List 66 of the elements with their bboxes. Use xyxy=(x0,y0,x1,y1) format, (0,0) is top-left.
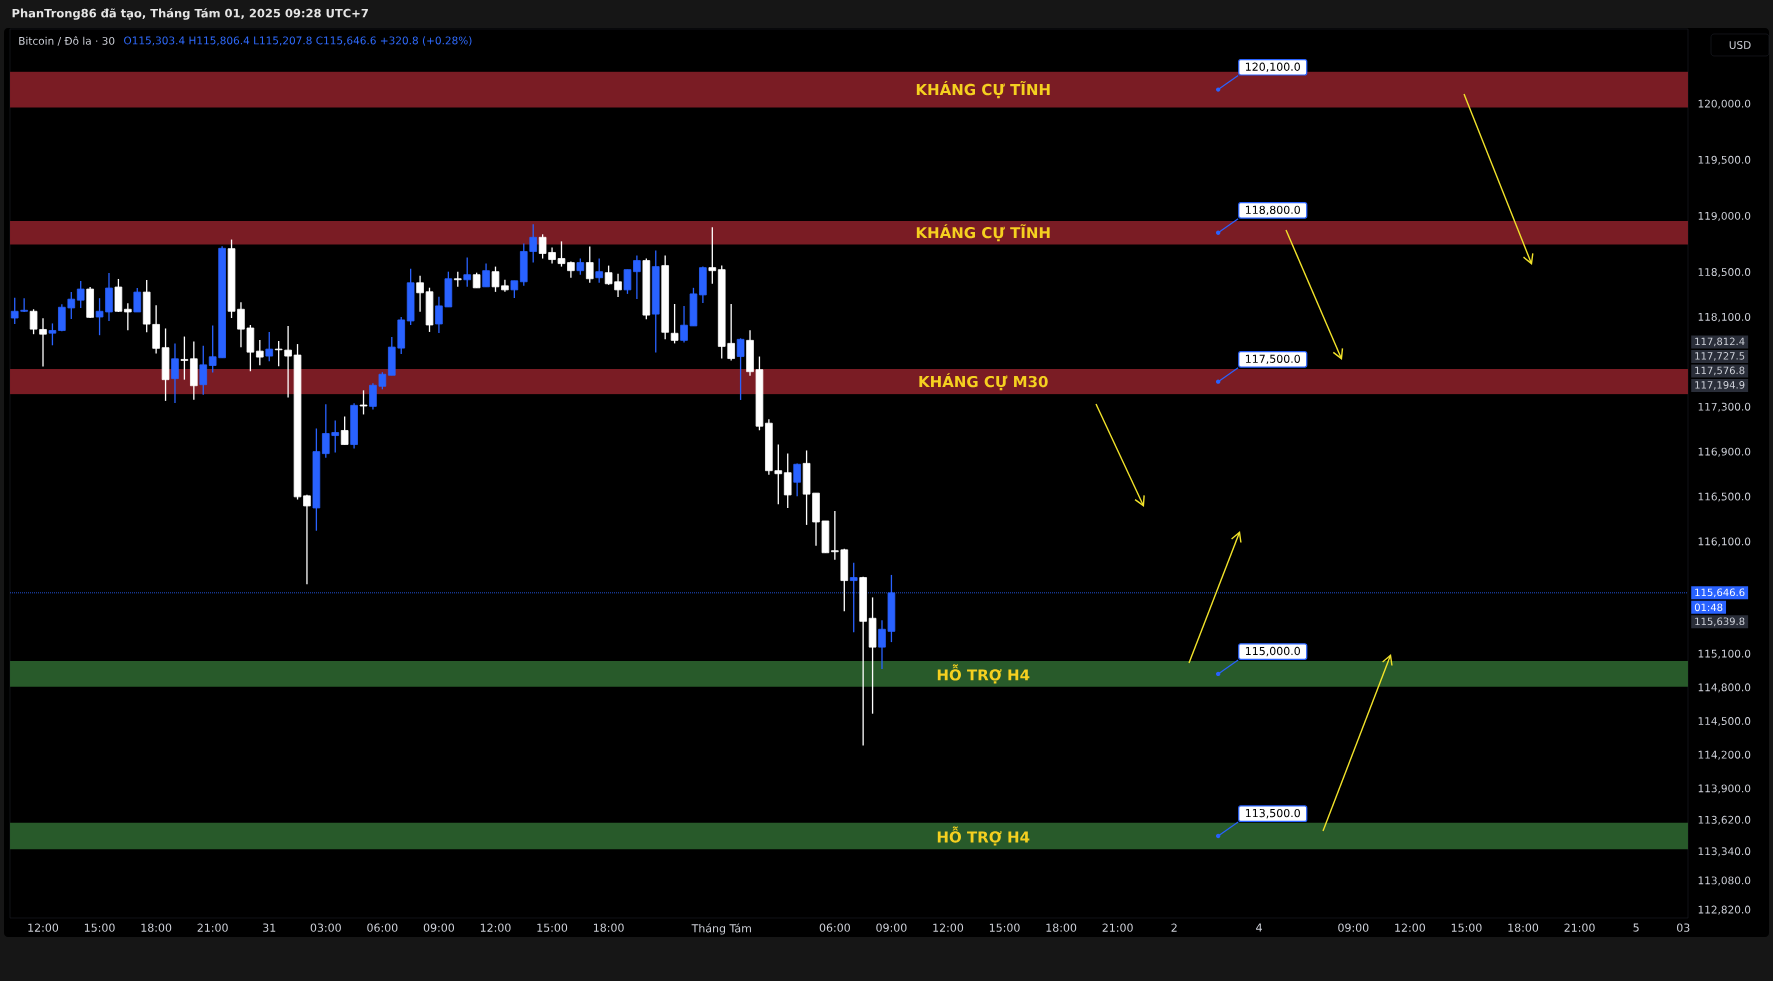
x-tick-label: 18:00 xyxy=(593,923,624,932)
band-label: HỖ TRỢ H4 xyxy=(937,826,1030,846)
x-tick-label: 15:00 xyxy=(989,923,1020,932)
text: 117,194.9 xyxy=(1695,381,1745,390)
text: 115,639.8 xyxy=(1695,617,1745,627)
y-tick-label: 116,500.0 xyxy=(1698,492,1751,502)
x-tick-label: 18:00 xyxy=(1508,923,1539,932)
text: 01:48 xyxy=(1694,603,1723,612)
x-tick-label: 21:00 xyxy=(1102,923,1133,932)
y-tick-label: 114,200.0 xyxy=(1698,750,1751,760)
band-label: KHÁNG CỰ TĨNH xyxy=(916,81,1050,99)
band-label: KHÁNG CỰ TĨNH xyxy=(916,224,1050,242)
annotation: 113,500.0 xyxy=(1245,808,1300,819)
y-tick-label: 120,000.0 xyxy=(1698,99,1751,109)
text: 117,812.4 xyxy=(1695,337,1745,347)
x-tick-label: 03:00 xyxy=(310,923,341,932)
y-tick-label: 113,900.0 xyxy=(1698,784,1751,794)
y-tick-label: 118,500.0 xyxy=(1698,268,1751,278)
x-tick-label: 4 xyxy=(1256,923,1262,932)
x-tick-label: 15:00 xyxy=(84,923,115,932)
x-tick-label: 15:00 xyxy=(1451,923,1482,932)
y-tick-label: 119,000.0 xyxy=(1698,211,1751,221)
text: 117,727.5 xyxy=(1695,352,1745,361)
y-tick-label: 119,500.0 xyxy=(1698,155,1751,165)
x-tick-label: 12:00 xyxy=(480,923,511,932)
x-tick-label: 06:00 xyxy=(819,923,850,932)
band-label: KHÁNG CỰ M30 xyxy=(919,373,1048,391)
x-tick-label: 21:00 xyxy=(197,923,228,932)
x-tick-label: 15:00 xyxy=(537,923,568,932)
x-tick-label: 09:00 xyxy=(876,923,907,932)
x-tick-label: 21:00 xyxy=(1564,923,1595,932)
y-tick-label: 116,100.0 xyxy=(1698,537,1751,547)
x-tick-label: Tháng Tám xyxy=(691,923,751,935)
y-tick-label: 114,800.0 xyxy=(1698,683,1751,693)
annotation: 115,000.0 xyxy=(1245,646,1300,657)
y-tick-label: 115,100.0 xyxy=(1698,649,1751,659)
x-tick-label: 2 xyxy=(1171,923,1177,932)
y-tick-label: 113,080.0 xyxy=(1698,876,1751,886)
x-tick-label: 12:00 xyxy=(1395,923,1426,932)
y-tick-label: 118,100.0 xyxy=(1698,312,1751,322)
y-tick-label: 114,500.0 xyxy=(1698,717,1751,727)
text: O115,303.4 H115,806.4 L115,207.8 C115,646.6 +320.8 (+0.28%) xyxy=(124,36,472,46)
ref-line-label: 115,646.6 xyxy=(1695,588,1745,598)
x-tick-label: 06:00 xyxy=(367,923,398,932)
y-tick-label: 112,820.0 xyxy=(1698,905,1751,915)
x-tick-label: 18:00 xyxy=(141,923,172,932)
annotation: 117,500.0 xyxy=(1245,354,1300,365)
y-tick-label: 116,900.0 xyxy=(1698,447,1751,457)
annotation: 120,100.0 xyxy=(1245,62,1300,72)
text: USD xyxy=(1729,41,1751,49)
y-tick-label: 113,620.0 xyxy=(1698,815,1751,825)
x-tick-label: 5 xyxy=(1633,923,1639,932)
band-label: HỖ TRỢ H4 xyxy=(937,664,1030,684)
x-tick-label: 09:00 xyxy=(423,923,455,932)
x-tick-label: 09:00 xyxy=(1338,923,1369,932)
x-tick-label: 12:00 xyxy=(28,923,59,932)
x-tick-label: 31 xyxy=(263,923,276,932)
x-tick-label: 18:00 xyxy=(1046,923,1077,932)
x-tick-label: 12:00 xyxy=(933,923,964,932)
y-tick-label: 113,340.0 xyxy=(1698,847,1751,857)
y-tick-label: 117,300.0 xyxy=(1698,402,1751,412)
text: Bitcoin / Đô la · 30 xyxy=(19,36,115,46)
annotation: 118,800.0 xyxy=(1245,205,1300,216)
text: PhanTrong86 đã tạo, Tháng Tám 01, 2025 09:28 UTC+7 xyxy=(12,8,368,20)
text: 117,576.8 xyxy=(1695,366,1745,376)
x-tick-label: 03 xyxy=(1677,923,1690,932)
